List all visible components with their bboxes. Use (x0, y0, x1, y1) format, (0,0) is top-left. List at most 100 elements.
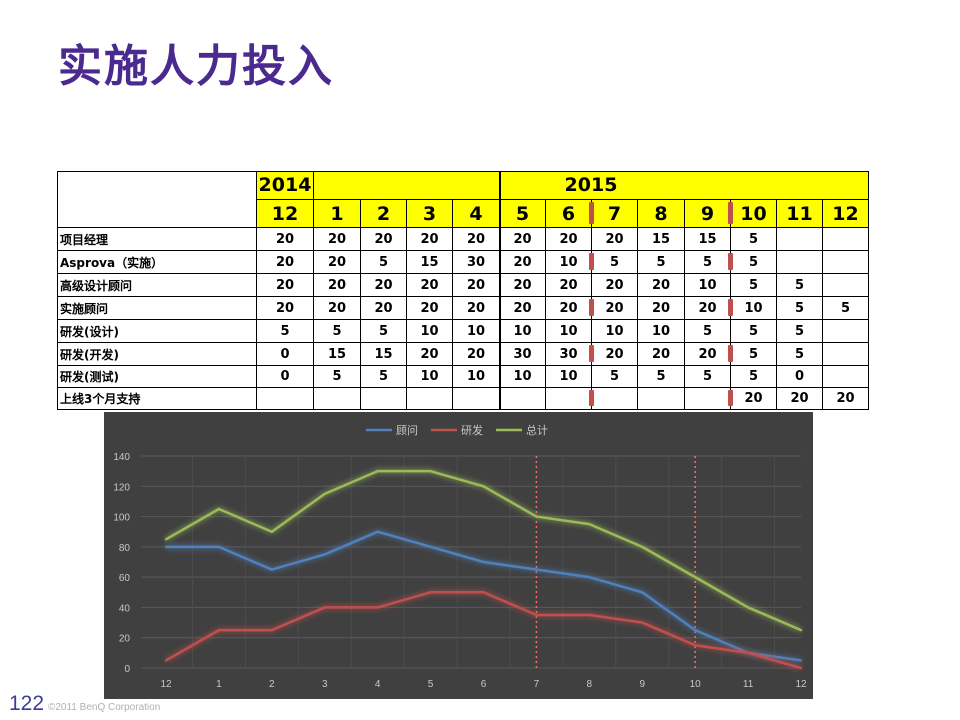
y-tick-label: 140 (113, 452, 130, 463)
month-header: 11 (777, 200, 823, 228)
table-cell: 15 (407, 251, 453, 274)
table-cell: 5 (314, 320, 361, 343)
table-cell: 10 (453, 366, 500, 388)
copyright-text: ©2011 BenQ Corporation (48, 702, 161, 713)
data-point (376, 530, 379, 533)
table-cell: 20 (685, 297, 731, 320)
data-point (535, 515, 538, 518)
data-point (270, 568, 274, 571)
data-point (217, 507, 221, 511)
data-point (588, 613, 591, 617)
y-tick-label: 80 (119, 543, 131, 554)
table-cell: 10 (407, 366, 453, 388)
table-cell: 20 (823, 388, 869, 410)
table-cell: 20 (500, 297, 546, 320)
month-header: 5 (500, 200, 546, 228)
table-cell (314, 388, 361, 410)
table-cell: 5 (777, 320, 823, 343)
table-separator (499, 171, 501, 410)
table-cell: 10 (546, 366, 592, 388)
legend-label: 研发 (461, 423, 483, 437)
phase-marker (589, 345, 594, 362)
series-line-2 (165, 469, 802, 632)
month-header: 9 (685, 200, 731, 228)
phase-marker (728, 390, 733, 406)
data-point (482, 591, 485, 594)
data-point (641, 591, 644, 594)
data-point (799, 628, 803, 632)
table-cell: 10 (407, 320, 453, 343)
row-label: 上线3个月支持 (57, 388, 257, 410)
table-cell: 10 (500, 320, 546, 343)
table-cell: 5 (592, 251, 638, 274)
data-point (270, 530, 274, 533)
x-tick-label: 2 (269, 679, 275, 690)
table-cell (777, 228, 823, 251)
legend-label: 顾问 (396, 424, 418, 437)
table-cell: 0 (257, 366, 314, 388)
y-tick-label: 40 (119, 603, 131, 614)
phase-marker (728, 202, 733, 224)
data-point (588, 575, 591, 579)
year-header-2014: 2014 (257, 171, 314, 200)
row-label: 高级设计顾问 (57, 274, 257, 297)
table-cell: 5 (823, 297, 869, 320)
month-header: 6 (546, 200, 592, 228)
data-point (588, 522, 591, 526)
table-cell (453, 388, 500, 410)
table-cell: 20 (453, 274, 500, 297)
y-tick-label: 100 (113, 513, 130, 524)
table-cell: 5 (731, 228, 777, 251)
data-point (429, 545, 432, 549)
table-cell: 5 (638, 251, 685, 274)
x-tick-label: 1 (216, 679, 222, 690)
table-cell: 10 (500, 366, 546, 388)
data-point (270, 628, 274, 632)
data-point (429, 469, 432, 473)
table-cell: 20 (638, 343, 685, 366)
table-cell: 20 (314, 297, 361, 320)
month-header: 4 (453, 200, 500, 228)
table-cell: 20 (546, 228, 592, 251)
data-point (535, 568, 538, 571)
data-point (746, 606, 750, 609)
x-tick-label: 5 (428, 679, 434, 690)
table-cell: 20 (500, 251, 546, 274)
table-cell (823, 320, 869, 343)
data-point (376, 469, 379, 473)
table-cell (823, 274, 869, 297)
table-cell: 5 (361, 366, 407, 388)
table-cell: 20 (546, 274, 592, 297)
table-cell: 5 (257, 320, 314, 343)
table-cell: 20 (361, 297, 407, 320)
row-label: 项目经理 (57, 228, 257, 251)
year-header-2015: 2015 (314, 171, 869, 200)
data-point (799, 666, 803, 670)
table-cell (546, 388, 592, 410)
table-cell (638, 388, 685, 410)
data-point (164, 545, 168, 549)
data-point (217, 628, 221, 632)
table-cell (407, 388, 453, 410)
data-point (164, 659, 168, 662)
data-point (482, 560, 485, 564)
table-cell: 20 (314, 274, 361, 297)
table-cell: 20 (638, 274, 685, 297)
month-header: 7 (592, 200, 638, 228)
x-tick-label: 3 (322, 679, 328, 690)
data-point (429, 591, 432, 594)
month-header: 12 (823, 200, 869, 228)
x-tick-label: 10 (690, 679, 702, 690)
data-point (693, 628, 697, 632)
phase-marker (589, 299, 594, 316)
table-cell: 5 (731, 274, 777, 297)
table-cell: 15 (638, 228, 685, 251)
data-point (482, 485, 485, 488)
table-cell: 5 (361, 320, 407, 343)
table-cell: 5 (361, 251, 407, 274)
x-tick-label: 9 (639, 679, 645, 690)
table-cell: 30 (546, 343, 592, 366)
table-cell: 20 (314, 228, 361, 251)
table-cell: 20 (453, 343, 500, 366)
line-chart-svg: 02040608010012014012 1 2 3 4 5 6 7 8 9 10 11 12顾问 研发总… (113, 423, 828, 690)
